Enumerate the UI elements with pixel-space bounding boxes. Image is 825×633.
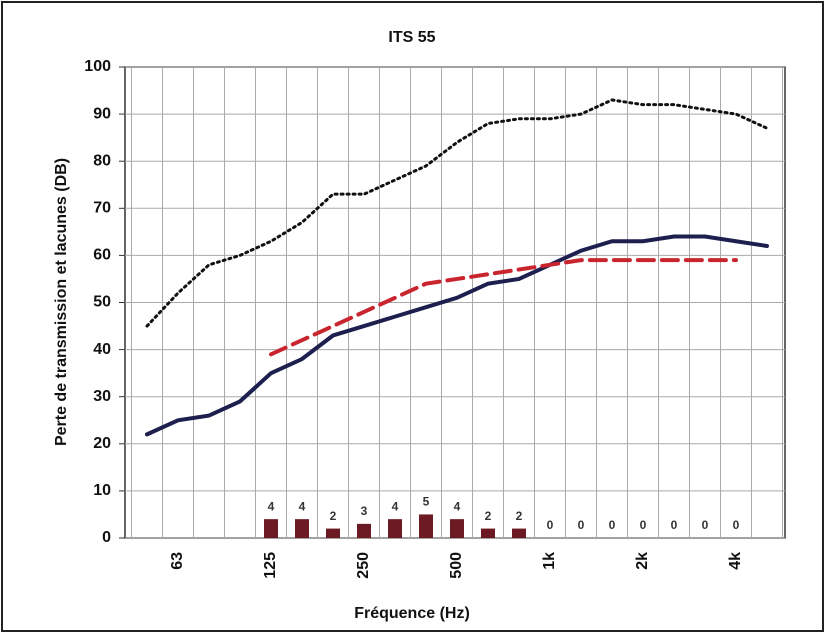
bar (295, 519, 309, 538)
bar-label: 2 (485, 509, 492, 523)
bar-label: 4 (268, 499, 275, 513)
bar-label: 0 (578, 518, 585, 532)
bar (512, 528, 526, 538)
series-line (269, 258, 738, 357)
bar (388, 519, 402, 538)
y-tick-label: 0 (102, 529, 111, 546)
bar-label: 4 (454, 499, 461, 513)
x-tick-label: 63 (169, 552, 186, 570)
bar (419, 514, 433, 538)
y-tick-label: 30 (93, 388, 111, 405)
x-tick-label: 4k (727, 552, 744, 570)
x-tick-label: 2k (634, 552, 651, 570)
y-tick-label: 50 (93, 294, 111, 311)
bar (481, 528, 495, 538)
series-line (145, 98, 769, 328)
bar-label: 4 (299, 499, 306, 513)
y-tick-label: 20 (93, 435, 111, 452)
y-tick-label: 10 (93, 482, 111, 499)
y-tick-label: 60 (93, 247, 111, 264)
bar-label: 2 (516, 509, 523, 523)
y-axis-label: Perte de transmission et lacunes (DB) (53, 158, 70, 446)
bar-label: 2 (330, 509, 337, 523)
bar (326, 528, 340, 538)
bar-label: 5 (423, 495, 430, 509)
bar-label: 0 (702, 518, 709, 532)
y-tick-label: 80 (93, 152, 111, 169)
x-axis-label: Fréquence (Hz) (354, 605, 470, 622)
chart-title: ITS 55 (388, 29, 435, 46)
bar-label: 0 (547, 518, 554, 532)
bar-label: 0 (609, 518, 616, 532)
y-tick-label: 100 (84, 58, 111, 75)
x-tick-label: 250 (355, 552, 372, 579)
bar (450, 519, 464, 538)
x-tick-label: 1k (541, 552, 558, 570)
y-tick-label: 90 (93, 105, 111, 122)
bar-label: 0 (671, 518, 678, 532)
bar (357, 523, 371, 538)
bar-label: 3 (361, 504, 368, 518)
y-tick-label: 40 (93, 341, 111, 358)
series-line (145, 234, 769, 437)
bar-label: 4 (392, 499, 399, 513)
bar-label: 0 (640, 518, 647, 532)
bar (264, 519, 278, 538)
x-tick-label: 125 (262, 552, 279, 579)
y-tick-label: 70 (93, 200, 111, 217)
bar-label: 0 (733, 518, 740, 532)
x-tick-label: 500 (448, 552, 465, 579)
